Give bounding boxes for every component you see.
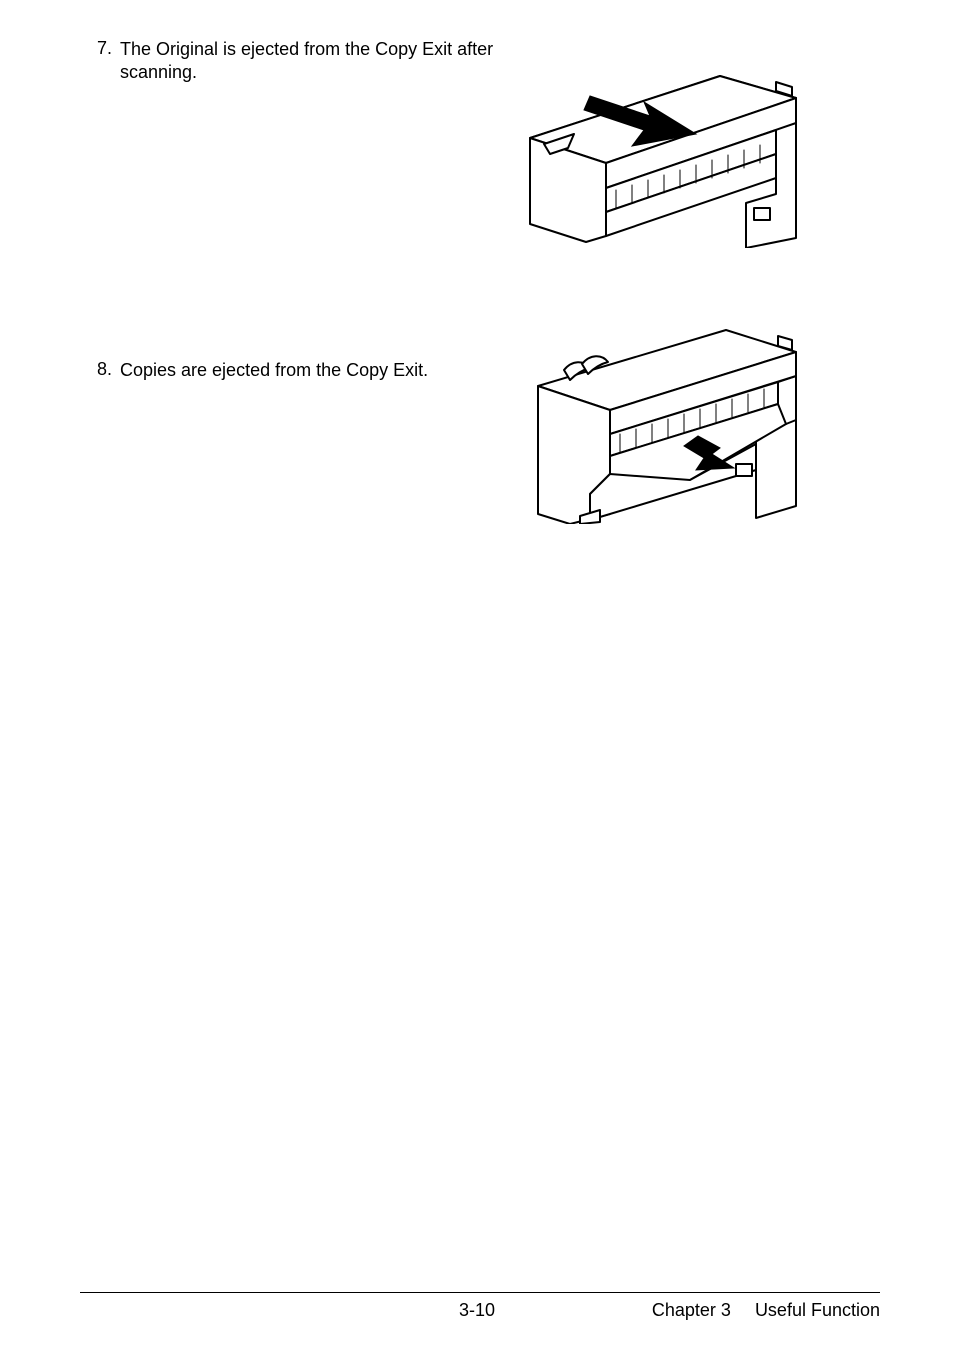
step-8-number: 8. [80, 359, 120, 382]
copier-eject-original-icon [520, 68, 800, 248]
document-page: 7. The Original is ejected from the Copy… [0, 0, 954, 1351]
step-8-text: Copies are ejected from the Copy Exit. [120, 359, 428, 382]
footer-rule [80, 1292, 880, 1293]
figure-original-eject [520, 68, 800, 248]
footer-right: Chapter 3 Useful Function [652, 1300, 880, 1321]
step-7-number: 7. [80, 38, 120, 85]
step-7-text: The Original is ejected from the Copy Ex… [120, 38, 540, 85]
figure-copies-eject [520, 324, 800, 524]
footer-chapter-label: Chapter 3 [652, 1300, 731, 1321]
footer: Chapter 3 Useful Function [80, 1300, 880, 1321]
footer-chapter-title: Useful Function [755, 1300, 880, 1321]
copier-eject-copies-icon [520, 324, 800, 524]
